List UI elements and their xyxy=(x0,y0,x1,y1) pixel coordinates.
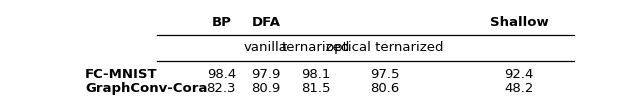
Text: vanilla: vanilla xyxy=(244,41,288,54)
Text: 97.9: 97.9 xyxy=(252,68,281,81)
Text: FC-MNIST: FC-MNIST xyxy=(85,68,157,81)
Text: GraphConv-Cora: GraphConv-Cora xyxy=(85,82,207,95)
Text: 80.9: 80.9 xyxy=(252,82,280,95)
Text: 98.4: 98.4 xyxy=(207,68,236,81)
Text: ternarized: ternarized xyxy=(282,41,350,54)
Text: 82.3: 82.3 xyxy=(207,82,236,95)
Text: BP: BP xyxy=(211,16,231,29)
Text: 98.1: 98.1 xyxy=(301,68,330,81)
Text: 92.4: 92.4 xyxy=(504,68,534,81)
Text: 80.6: 80.6 xyxy=(371,82,399,95)
Text: DFA: DFA xyxy=(252,16,280,29)
Text: 97.5: 97.5 xyxy=(371,68,400,81)
Text: 48.2: 48.2 xyxy=(504,82,534,95)
Text: optical ternarized: optical ternarized xyxy=(326,41,444,54)
Text: Shallow: Shallow xyxy=(490,16,548,29)
Text: 81.5: 81.5 xyxy=(301,82,330,95)
